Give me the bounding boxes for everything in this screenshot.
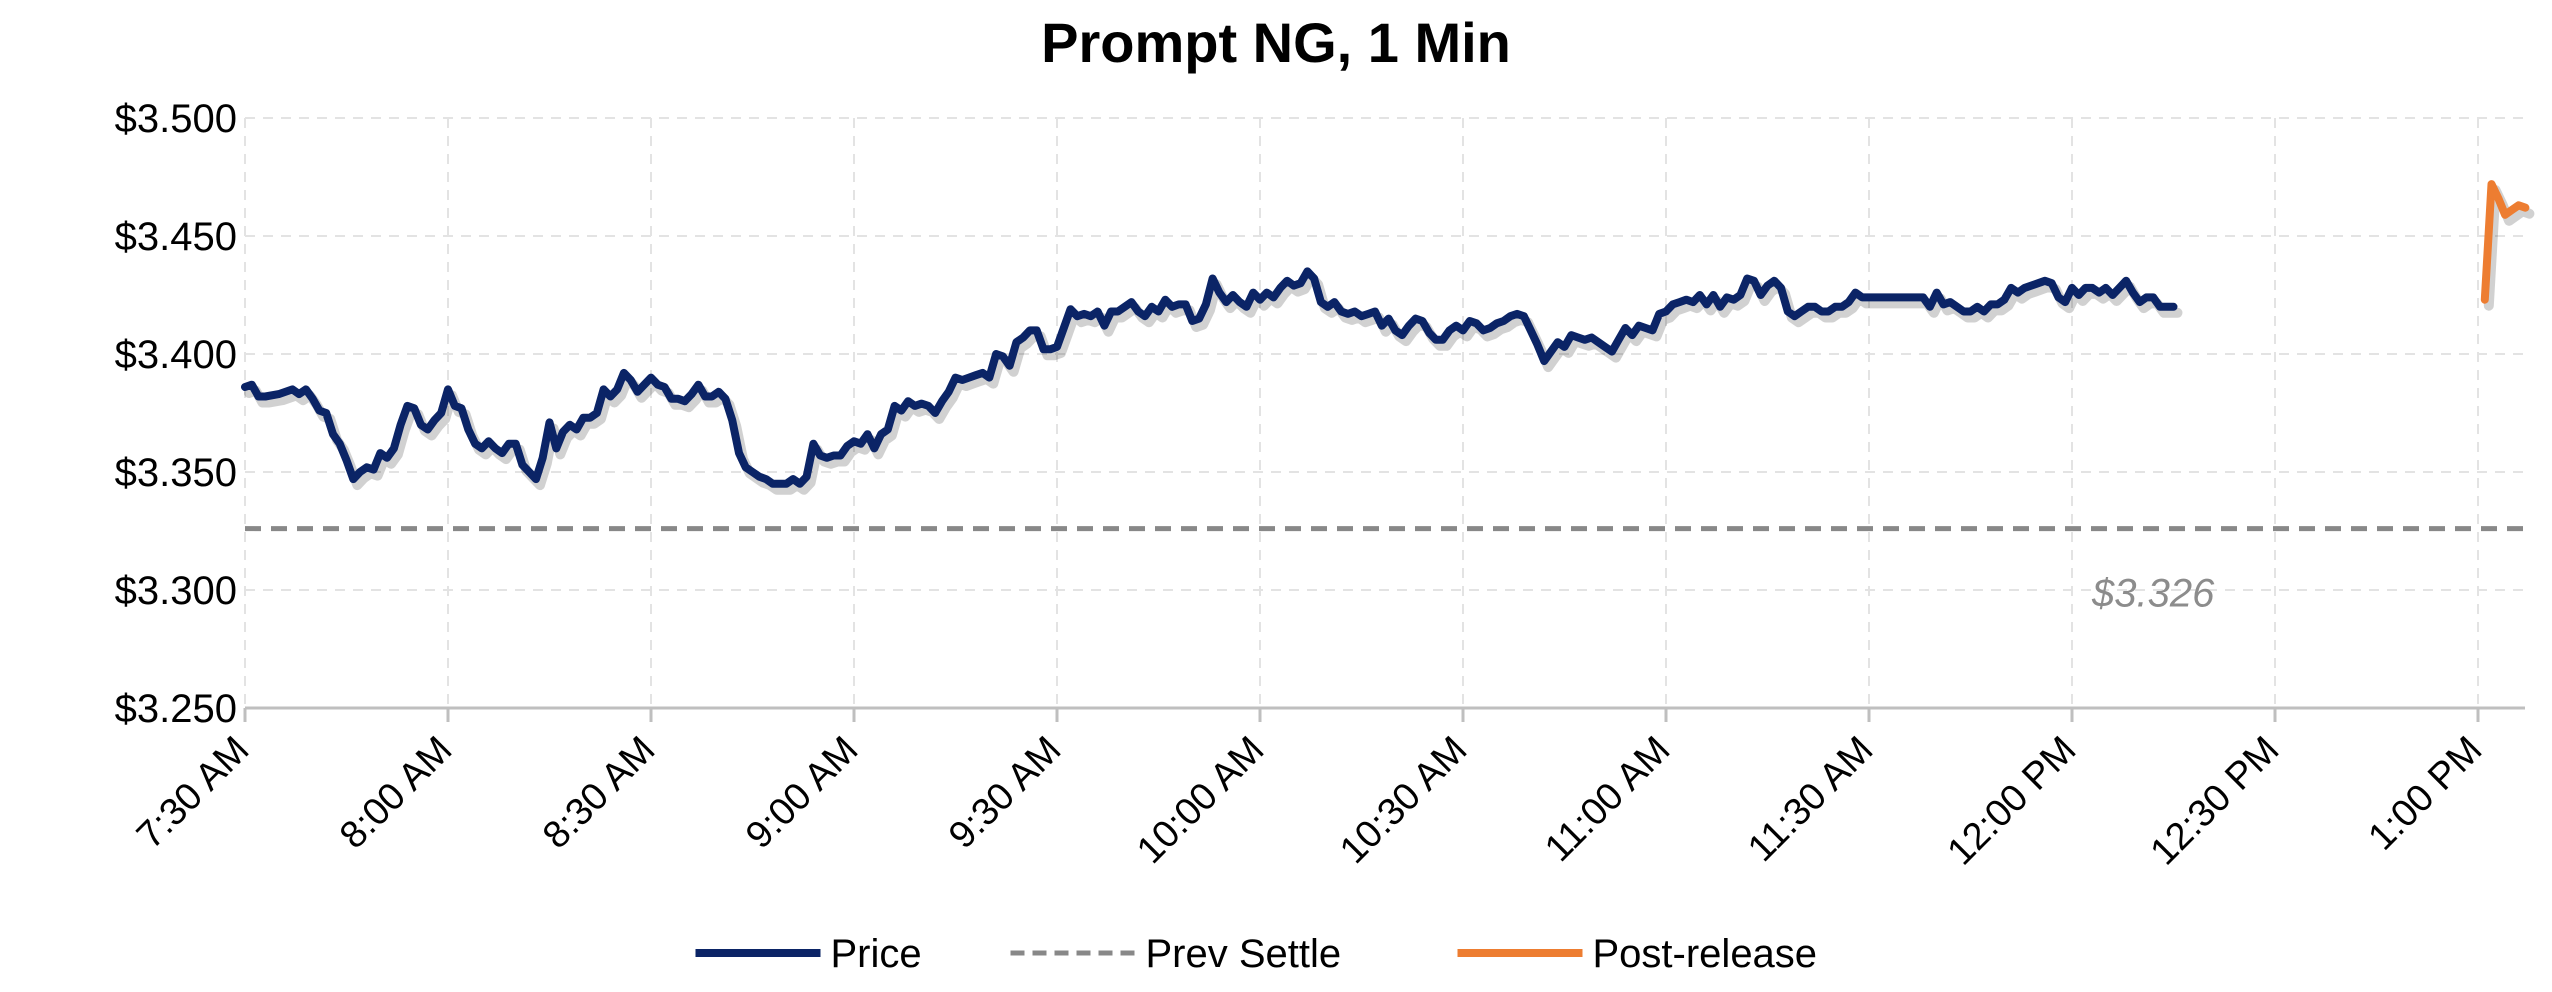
- x-tick-label: 9:00 AM: [738, 729, 866, 857]
- y-tick-label: $3.350: [115, 451, 237, 495]
- legend-label-price: Price: [831, 932, 922, 976]
- axes: [243, 706, 2525, 722]
- prev-settle-value-label: $3.326: [2091, 572, 2215, 616]
- x-tick-label: 9:30 AM: [941, 729, 1069, 857]
- y-tick-label: $3.400: [115, 333, 237, 377]
- gridlines: [244, 117, 2525, 708]
- x-tick-label: 8:30 AM: [535, 729, 663, 857]
- x-tick-label: 7:30 AM: [129, 729, 257, 857]
- post-release-line: [2480, 180, 2530, 304]
- x-tick-label: 12:30 PM: [2143, 729, 2288, 874]
- chart-title: Prompt NG, 1 Min: [1041, 11, 1511, 74]
- x-tick-label: 11:30 AM: [1740, 729, 1881, 870]
- y-tick-label: $3.450: [115, 215, 237, 259]
- y-tick-label: $3.300: [115, 569, 237, 613]
- x-tick-label: 8:00 AM: [332, 729, 460, 857]
- x-tick-label: 10:00 AM: [1129, 729, 1272, 872]
- x-tick-label: 10:30 AM: [1332, 729, 1475, 872]
- x-tick-label: 11:00 AM: [1537, 729, 1678, 870]
- price-line-shadow: [244, 272, 2183, 495]
- y-tick-label: $3.500: [115, 97, 237, 141]
- tick-labels: $3.250 $3.300 $3.350 $3.400 $3.450 $3.500 7:30…: [115, 97, 2491, 873]
- price-line: [241, 267, 2178, 488]
- series-lines: [241, 180, 2535, 532]
- legend: Price Prev Settle Post-release: [695, 932, 1818, 976]
- legend-label-post-release: Post-release: [1593, 932, 1818, 976]
- y-tick-label: $3.250: [115, 687, 237, 731]
- x-tick-label: 12:00 PM: [1940, 729, 2085, 874]
- annotations: $3.326: [2091, 572, 2215, 616]
- x-tick-label: 1:00 PM: [2361, 729, 2491, 859]
- legend-label-prev-settle: Prev Settle: [1146, 932, 1342, 976]
